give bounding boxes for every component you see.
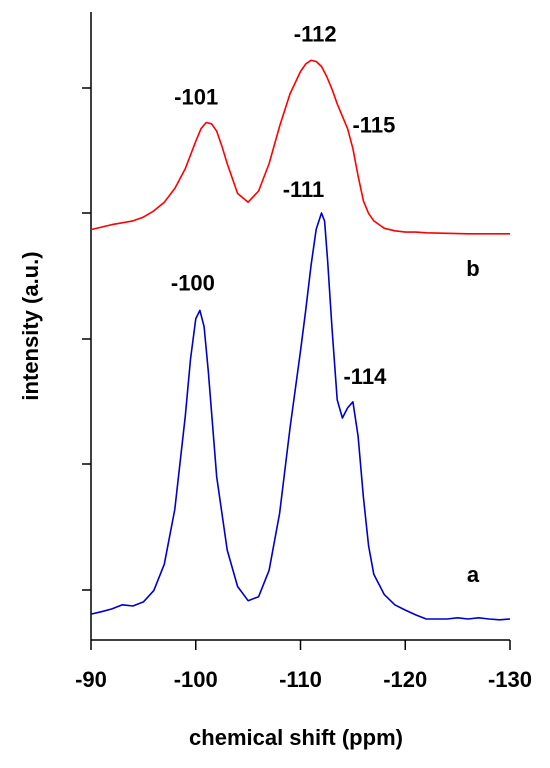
- x-tick-label-2: -110: [279, 667, 322, 692]
- y-ticks: [82, 87, 91, 591]
- peak-label-1: -112: [294, 22, 337, 47]
- x-tick-labels: -90 -100 -110 -120 -130: [75, 667, 532, 692]
- x-tick-label-0: -90: [75, 667, 107, 692]
- annotation-layer: -101 -112 -115 -100 -111 -114: [171, 22, 395, 389]
- peak-label-2: -115: [352, 113, 395, 138]
- peak-label-4: -111: [283, 177, 325, 202]
- x-tick-label-1: -100: [174, 667, 218, 692]
- x-tick-label-3: -120: [383, 667, 427, 692]
- series-layer: [90, 59, 511, 621]
- series-line-a: [90, 212, 511, 621]
- x-ticks: [90, 640, 511, 650]
- trace-label-b: b: [466, 256, 479, 281]
- trace-label-a: a: [467, 562, 480, 587]
- peak-label-0: -101: [174, 85, 218, 110]
- plot-frame: [90, 12, 510, 641]
- x-axis-title: chemical shift (ppm): [189, 725, 403, 750]
- x-tick-label-4: -130: [488, 667, 532, 692]
- series-line-b: [90, 59, 510, 235]
- peak-label-5: -114: [343, 364, 387, 389]
- y-axis-title: intensity (a.u.): [18, 251, 43, 400]
- peak-label-3: -100: [171, 270, 215, 295]
